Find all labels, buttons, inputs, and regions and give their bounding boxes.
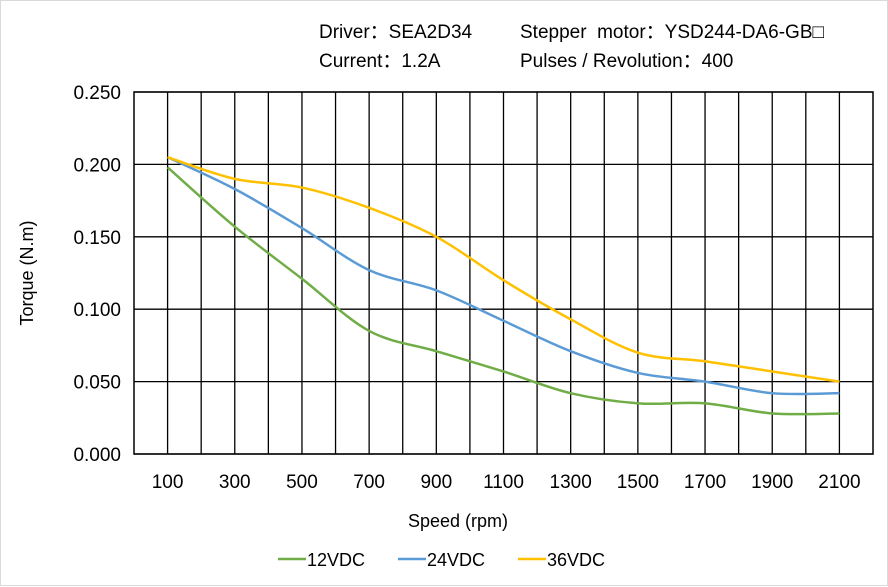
x-tick-label: 1500 (617, 472, 659, 493)
x-axis-label: Speed (rpm) (408, 511, 508, 531)
plot-border (133, 91, 874, 455)
x-tick-label: 1700 (684, 472, 726, 493)
pulses-label: Pulses / Revolution：400 (520, 51, 734, 72)
x-tick-label: 1300 (550, 472, 592, 493)
legend-label-12VDC: 12VDC (307, 550, 365, 570)
x-tick-label: 1900 (751, 472, 793, 493)
x-tick-label: 1100 (483, 472, 524, 493)
y-tick-label: 0.050 (73, 373, 121, 394)
legend-label-36VDC: 36VDC (547, 550, 605, 570)
y-tick-label: 0.250 (73, 83, 121, 104)
x-tick-label: 900 (420, 472, 452, 493)
y-axis-label: Torque (N.m) (17, 220, 37, 325)
x-tick-label: 700 (353, 472, 385, 493)
legend-label-24VDC: 24VDC (427, 550, 485, 570)
x-tick-label: 2100 (818, 472, 860, 493)
x-tick-label: 100 (152, 472, 184, 493)
y-tick-label: 0.200 (73, 155, 121, 176)
x-tick-label: 300 (219, 472, 251, 493)
driver-label: Driver：SEA2D34 (319, 22, 473, 43)
y-tick-label: 0.100 (73, 300, 121, 321)
y-tick-label: 0.150 (73, 228, 121, 249)
series-line-24VDC (167, 156, 840, 396)
series-line-36VDC (167, 155, 840, 383)
series-line-12VDC (166, 166, 840, 416)
y-tick-label: 0.000 (73, 445, 121, 466)
x-tick-label: 500 (286, 472, 318, 493)
motor-label: Stepper motor：YSD244-DA6-GB□ (520, 22, 824, 43)
current-label: Current：1.2A (319, 51, 441, 72)
